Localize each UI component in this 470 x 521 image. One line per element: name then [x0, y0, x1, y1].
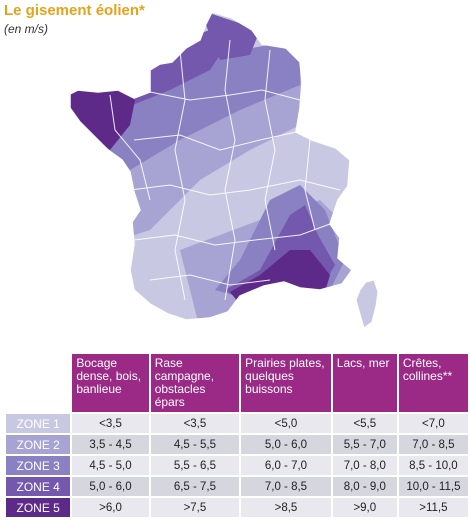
- table-cell: >7,5: [150, 498, 240, 517]
- france-wind-map: [69, 11, 379, 329]
- table-cell: <5,0: [241, 414, 331, 433]
- table-row: ZONE 5 >6,0 >7,5 >8,5 >9,0 >11,5: [6, 498, 468, 517]
- table-cell: 7,0 - 8,5: [398, 435, 468, 454]
- table-cell: <5,5: [332, 414, 397, 433]
- table-corner: [6, 354, 71, 412]
- table-row: ZONE 2 3,5 - 4,5 4,5 - 5,5 5,0 - 6,0 5,5…: [6, 435, 468, 454]
- zone-label: ZONE 2: [6, 435, 71, 454]
- table-header-row: Bocage dense, bois, banlieue Rase campag…: [6, 354, 468, 412]
- header-prairies: Prairies plates, quelques buissons: [241, 354, 331, 412]
- france-outline: [69, 11, 354, 321]
- table-row: ZONE 4 5,0 - 6,0 6,5 - 7,5 7,0 - 8,5 8,0…: [6, 477, 468, 496]
- table-cell: 7,0 - 8,0: [332, 456, 397, 475]
- wind-zone-table: Bocage dense, bois, banlieue Rase campag…: [4, 352, 470, 519]
- map-unit: (en m/s): [4, 22, 49, 36]
- table-cell: 4,5 - 5,5: [150, 435, 240, 454]
- table-cell: 10,0 - 11,5: [398, 477, 468, 496]
- map-title: Le gisement éolien*: [4, 2, 145, 19]
- table-cell: 4,5 - 5,0: [72, 456, 149, 475]
- table-row: ZONE 3 4,5 - 5,0 5,5 - 6,5 6,0 - 7,0 7,0…: [6, 456, 468, 475]
- zone5-area-brittany: [70, 88, 135, 150]
- table-cell: 5,5 - 7,0: [332, 435, 397, 454]
- table-cell: 3,5 - 4,5: [72, 435, 149, 454]
- table-cell: <7,0: [398, 414, 468, 433]
- table-cell: >8,5: [241, 498, 331, 517]
- zone-label: ZONE 4: [6, 477, 71, 496]
- table-cell: 5,5 - 6,5: [150, 456, 240, 475]
- table-cell: >6,0: [72, 498, 149, 517]
- table-cell: <3,5: [150, 414, 240, 433]
- table-row: ZONE 1 <3,5 <3,5 <5,0 <5,5 <7,0: [6, 414, 468, 433]
- header-lacs-mer: Lacs, mer: [332, 354, 397, 412]
- table-cell: 7,0 - 8,5: [241, 477, 331, 496]
- table-cell: 6,0 - 7,0: [241, 456, 331, 475]
- table-cell: 5,0 - 6,0: [72, 477, 149, 496]
- table-cell: >11,5: [398, 498, 468, 517]
- corsica: [355, 279, 379, 329]
- table-cell: 6,5 - 7,5: [150, 477, 240, 496]
- table-cell: >9,0: [332, 498, 397, 517]
- zone4-area-north: [200, 12, 260, 60]
- zone-label: ZONE 1: [6, 414, 71, 433]
- table-cell: <3,5: [72, 414, 149, 433]
- header-cretes: Crêtes, collines**: [398, 354, 468, 412]
- department-borders: [109, 39, 341, 301]
- header-rase-campagne: Rase campagne, obstacles épars: [150, 354, 240, 412]
- zone-label: ZONE 3: [6, 456, 71, 475]
- header-bocage: Bocage dense, bois, banlieue: [72, 354, 149, 412]
- table-cell: 5,0 - 6,0: [241, 435, 331, 454]
- table-cell: 8,5 - 10,0: [398, 456, 468, 475]
- zone-label: ZONE 5: [6, 498, 71, 517]
- table-cell: 8,0 - 9,0: [332, 477, 397, 496]
